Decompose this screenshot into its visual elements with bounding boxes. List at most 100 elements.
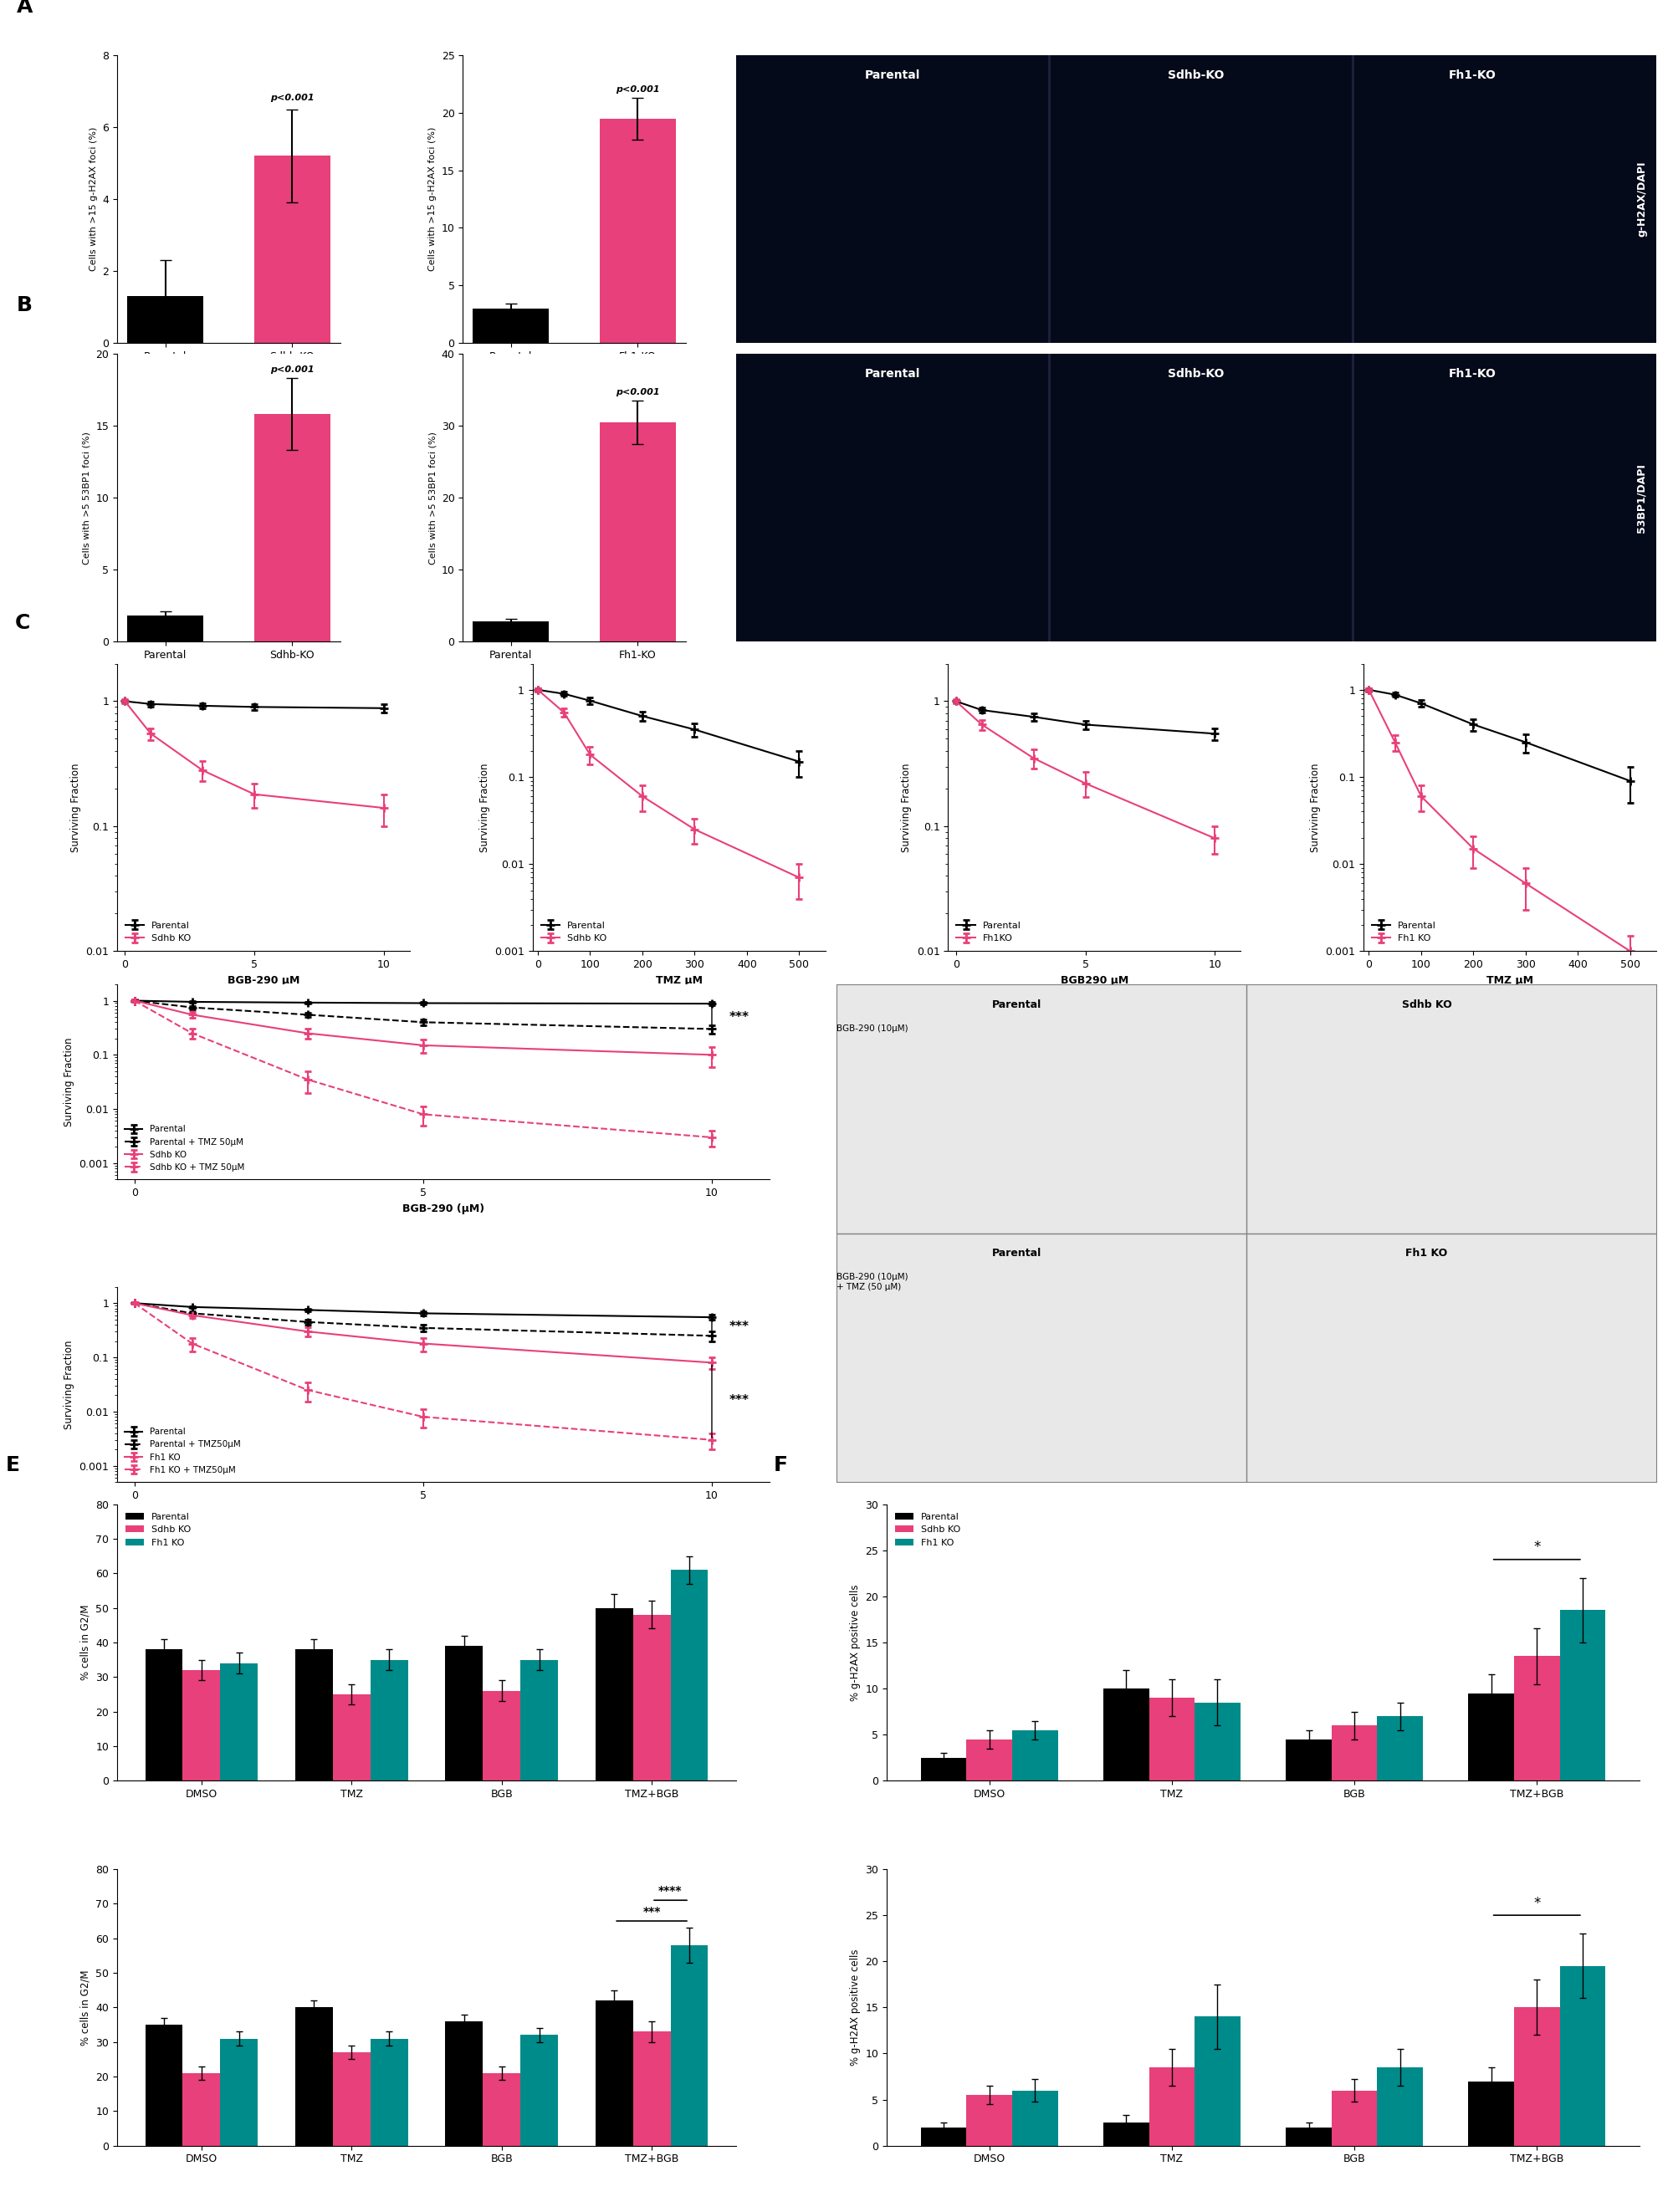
Text: ***: *** <box>729 1321 750 1334</box>
X-axis label: TMZ μM: TMZ μM <box>1487 975 1534 987</box>
Text: Parental: Parental <box>992 1248 1042 1259</box>
Bar <box>127 296 204 343</box>
Bar <box>473 622 549 641</box>
Text: *: * <box>1534 1896 1541 1911</box>
Bar <box>1469 2081 1514 2146</box>
Bar <box>473 307 549 343</box>
Y-axis label: Surviving Fraction: Surviving Fraction <box>64 1340 74 1429</box>
Bar <box>1104 1688 1149 1781</box>
Y-axis label: Cells with >5 53BP1 foci (%): Cells with >5 53BP1 foci (%) <box>82 431 90 564</box>
Text: Fh1 KO: Fh1 KO <box>1405 1248 1447 1259</box>
Bar <box>1559 1966 1606 2146</box>
Legend: Parental, Sdhb KO, Fh1 KO: Parental, Sdhb KO, Fh1 KO <box>122 1509 194 1551</box>
X-axis label: BGB290 (μM): BGB290 (μM) <box>405 1506 482 1517</box>
Text: F: F <box>773 1455 788 1475</box>
Bar <box>1514 1657 1559 1781</box>
Y-axis label: Surviving Fraction: Surviving Fraction <box>902 763 912 852</box>
Text: p<0.001: p<0.001 <box>616 387 659 396</box>
Y-axis label: Surviving Fraction: Surviving Fraction <box>478 763 490 852</box>
Bar <box>1287 1739 1332 1781</box>
Text: p<0.001: p<0.001 <box>269 93 315 102</box>
Bar <box>599 119 676 343</box>
Y-axis label: % g-H2AX positive cells: % g-H2AX positive cells <box>850 1584 860 1701</box>
Bar <box>1195 1703 1240 1781</box>
Bar <box>632 1615 671 1781</box>
X-axis label: BGB-290 μM: BGB-290 μM <box>228 975 299 987</box>
Bar <box>632 2031 671 2146</box>
Bar <box>146 1650 182 1781</box>
Bar <box>445 1646 483 1781</box>
Legend: Parental, Sdhb KO: Parental, Sdhb KO <box>537 918 611 947</box>
Bar <box>182 1670 221 1781</box>
Text: 53BP1/DAPI: 53BP1/DAPI <box>1636 462 1646 533</box>
Bar <box>1012 2090 1057 2146</box>
Y-axis label: Cells with >5 53BP1 foci (%): Cells with >5 53BP1 foci (%) <box>428 431 437 564</box>
Y-axis label: % cells in G2/M: % cells in G2/M <box>80 1604 90 1681</box>
Bar <box>296 1650 333 1781</box>
Text: *: * <box>1534 1540 1541 1555</box>
Bar <box>1377 1717 1422 1781</box>
Text: Fh1-KO: Fh1-KO <box>1449 369 1496 380</box>
X-axis label: BGB290 μM: BGB290 μM <box>1061 975 1128 987</box>
Bar <box>1012 1730 1057 1781</box>
Bar <box>221 1663 258 1781</box>
Bar <box>1332 2090 1377 2146</box>
Bar <box>967 2095 1012 2146</box>
Bar <box>445 2022 483 2146</box>
Text: p<0.001: p<0.001 <box>269 365 315 374</box>
Text: BGB-290 (10μM): BGB-290 (10μM) <box>836 1024 908 1033</box>
Bar <box>254 155 330 343</box>
Text: ***: *** <box>729 1011 750 1024</box>
Bar <box>333 1694 370 1781</box>
Bar <box>127 615 204 641</box>
Bar <box>596 2000 632 2146</box>
Bar <box>483 2073 520 2146</box>
Legend: Parental, Fh1 KO: Parental, Fh1 KO <box>1369 918 1440 947</box>
Bar <box>370 1659 408 1781</box>
Bar <box>520 1659 557 1781</box>
Bar <box>296 2008 333 2146</box>
Bar <box>1469 1692 1514 1781</box>
Text: Fh1-KO: Fh1-KO <box>1449 69 1496 82</box>
Text: ***: *** <box>642 1907 661 1918</box>
Legend: Parental, Parental + TMZ50μM, Fh1 KO, Fh1 KO + TMZ50μM: Parental, Parental + TMZ50μM, Fh1 KO, Fh… <box>122 1425 244 1478</box>
X-axis label: TMZ μM: TMZ μM <box>656 975 703 987</box>
Text: Sdhb KO: Sdhb KO <box>1402 1000 1452 1011</box>
Bar <box>1195 2017 1240 2146</box>
Text: ***: *** <box>729 1394 750 1407</box>
Bar <box>1514 2008 1559 2146</box>
Text: E: E <box>5 1455 20 1475</box>
Bar <box>920 2128 967 2146</box>
Y-axis label: Surviving Fraction: Surviving Fraction <box>1310 763 1322 852</box>
X-axis label: BGB-290 (μM): BGB-290 (μM) <box>402 1203 485 1214</box>
Bar <box>1287 2128 1332 2146</box>
Bar <box>1104 2124 1149 2146</box>
Text: B: B <box>17 294 32 314</box>
Text: ****: **** <box>659 1885 683 1896</box>
Bar <box>1559 1610 1606 1781</box>
Bar <box>1149 2068 1195 2146</box>
Text: BGB-290 (10μM)
+ TMZ (50 μM): BGB-290 (10μM) + TMZ (50 μM) <box>836 1272 908 1292</box>
Bar <box>1332 1725 1377 1781</box>
Text: A: A <box>17 0 33 15</box>
Bar <box>967 1739 1012 1781</box>
Bar <box>671 1944 708 2146</box>
Text: C: C <box>15 613 30 633</box>
Bar <box>146 2024 182 2146</box>
Bar <box>671 1571 708 1781</box>
Text: g-H2AX/DAPI: g-H2AX/DAPI <box>1636 161 1646 237</box>
Bar <box>333 2053 370 2146</box>
Text: Parental: Parental <box>865 69 920 82</box>
Y-axis label: % cells in G2/M: % cells in G2/M <box>80 1969 90 2046</box>
Y-axis label: Cells with >15 g-H2AX foci (%): Cells with >15 g-H2AX foci (%) <box>428 126 437 272</box>
Text: Parental: Parental <box>865 369 920 380</box>
Bar <box>520 2035 557 2146</box>
Y-axis label: Cells with >15 g-H2AX foci (%): Cells with >15 g-H2AX foci (%) <box>89 126 97 272</box>
Bar <box>599 422 676 641</box>
Bar <box>370 2039 408 2146</box>
Y-axis label: % g-H2AX positive cells: % g-H2AX positive cells <box>850 1949 860 2066</box>
Legend: Parental, Fh1KO: Parental, Fh1KO <box>954 918 1024 947</box>
Text: Parental: Parental <box>992 1000 1042 1011</box>
Bar <box>1149 1699 1195 1781</box>
Y-axis label: Surviving Fraction: Surviving Fraction <box>70 763 80 852</box>
